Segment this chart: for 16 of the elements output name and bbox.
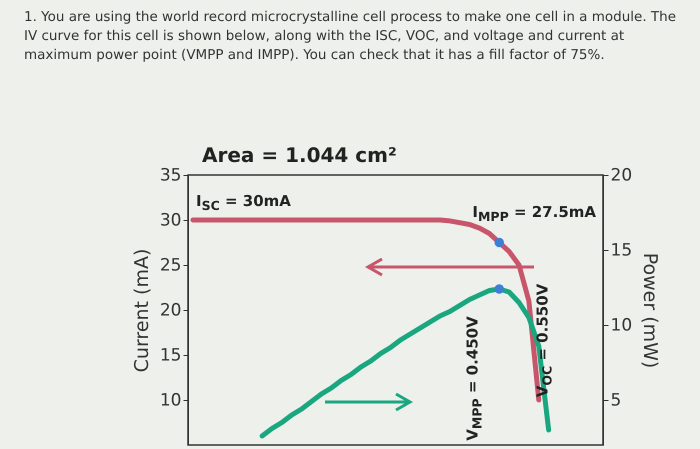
y-tick-label: 25 [160,256,182,276]
y2-tick-label: 5 [610,390,622,410]
y-tick-label: 35 [160,166,182,186]
y-axis-title: Current (mA) [130,248,153,372]
y-tick-label: 15 [160,346,182,366]
y2-tick-label: 10 [610,316,632,336]
y2-axis-title: Power (mW) [639,252,662,368]
chart-title: Area = 1.044 cm² [202,143,397,167]
y-tick-label: 30 [160,210,182,230]
text: 1. You are using the world record microcrystalline cell process to make one cell in a module. The IV curve for this cell is shown below, along with the ISC, VOC, and voltage and current at maximum power point (VMPP and IMPP). You can check that it has a fill factor of 75%. [24,8,678,65]
y-tick-label: 10 [160,390,182,410]
annotation: I$_{MPP}$ = 27.5mA [472,203,596,224]
y2-tick-label: 20 [610,166,632,186]
y-tick-label: 20 [160,300,182,320]
annotation: I$_{SC}$ = 30mA [196,192,291,213]
y2-tick-label: 15 [610,240,632,260]
